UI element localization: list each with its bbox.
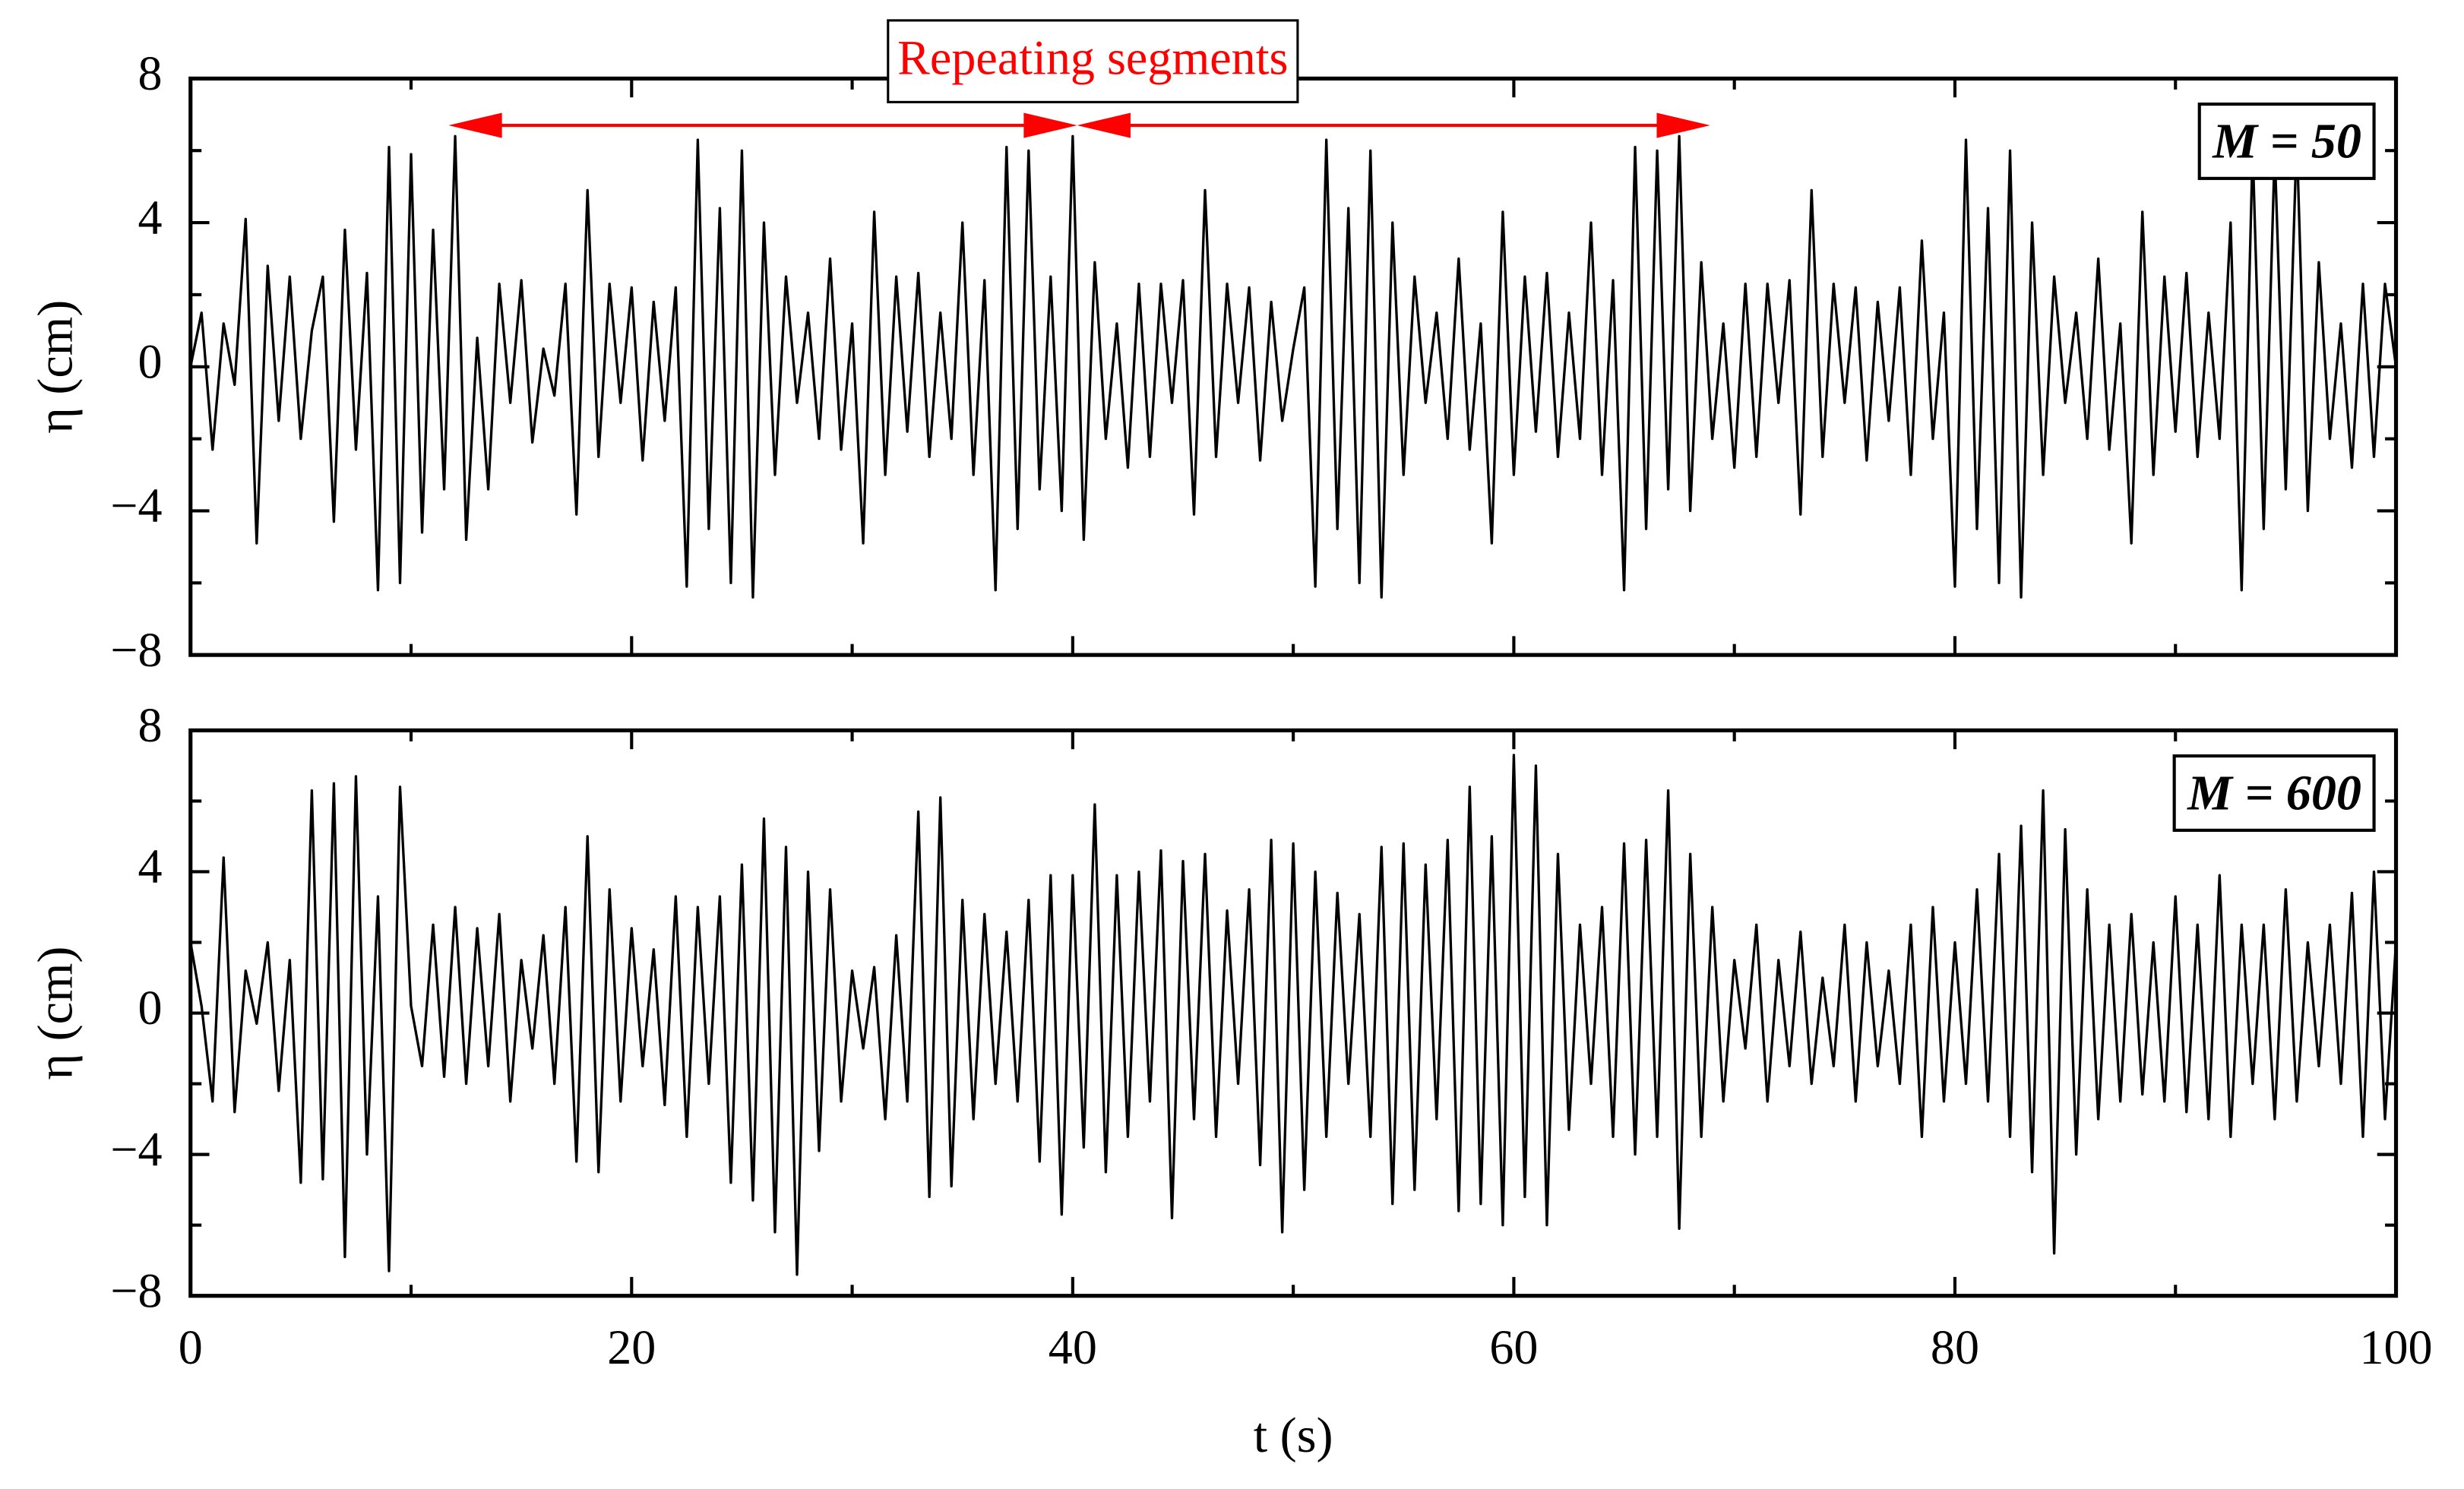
y-tick-label: 0 xyxy=(138,981,162,1035)
y-tick-label: 8 xyxy=(138,46,162,100)
arrow-head xyxy=(1077,112,1131,138)
annotation-box xyxy=(2197,102,2376,180)
y-tick-label: −8 xyxy=(110,623,162,677)
arrow-head xyxy=(1656,112,1710,138)
series-line xyxy=(189,754,2398,1276)
y-tick-label: 0 xyxy=(138,334,162,388)
segment-annotation: Repeating segments xyxy=(887,19,1299,103)
y-tick-label: 8 xyxy=(138,698,162,752)
annotation: M = 600 xyxy=(2172,754,2376,832)
y-tick-label: −8 xyxy=(110,1263,162,1317)
x-tick-label: 100 xyxy=(2359,1320,2432,1374)
y-axis-label: η (cm) xyxy=(27,300,83,434)
arrow-head xyxy=(448,112,502,138)
arrow-head xyxy=(1023,112,1077,138)
y-tick-label: 4 xyxy=(138,191,162,245)
annotation-text: M = 50 xyxy=(2212,113,2361,169)
segment-label-box xyxy=(887,19,1299,103)
y-tick-label: −4 xyxy=(110,479,162,533)
x-axis-label: t (s) xyxy=(1254,1408,1333,1463)
y-axis-label: η (cm) xyxy=(27,947,83,1080)
x-tick-label: 20 xyxy=(607,1320,656,1374)
plot-frame xyxy=(188,76,2399,657)
y-tick-label: 4 xyxy=(138,839,162,893)
y-tick-label: −4 xyxy=(110,1122,162,1176)
series-line xyxy=(189,134,2398,599)
plot-frame xyxy=(188,728,2399,1298)
annotation-box xyxy=(2172,754,2376,832)
annotation-text: M = 600 xyxy=(2187,765,2361,820)
x-tick-label: 80 xyxy=(1931,1320,1979,1374)
x-tick-label: 60 xyxy=(1489,1320,1538,1374)
x-tick-label: 40 xyxy=(1049,1320,1097,1374)
segment-label: Repeating segments xyxy=(897,30,1288,84)
annotation: M = 50 xyxy=(2197,102,2376,180)
x-tick-label: 0 xyxy=(179,1320,203,1374)
